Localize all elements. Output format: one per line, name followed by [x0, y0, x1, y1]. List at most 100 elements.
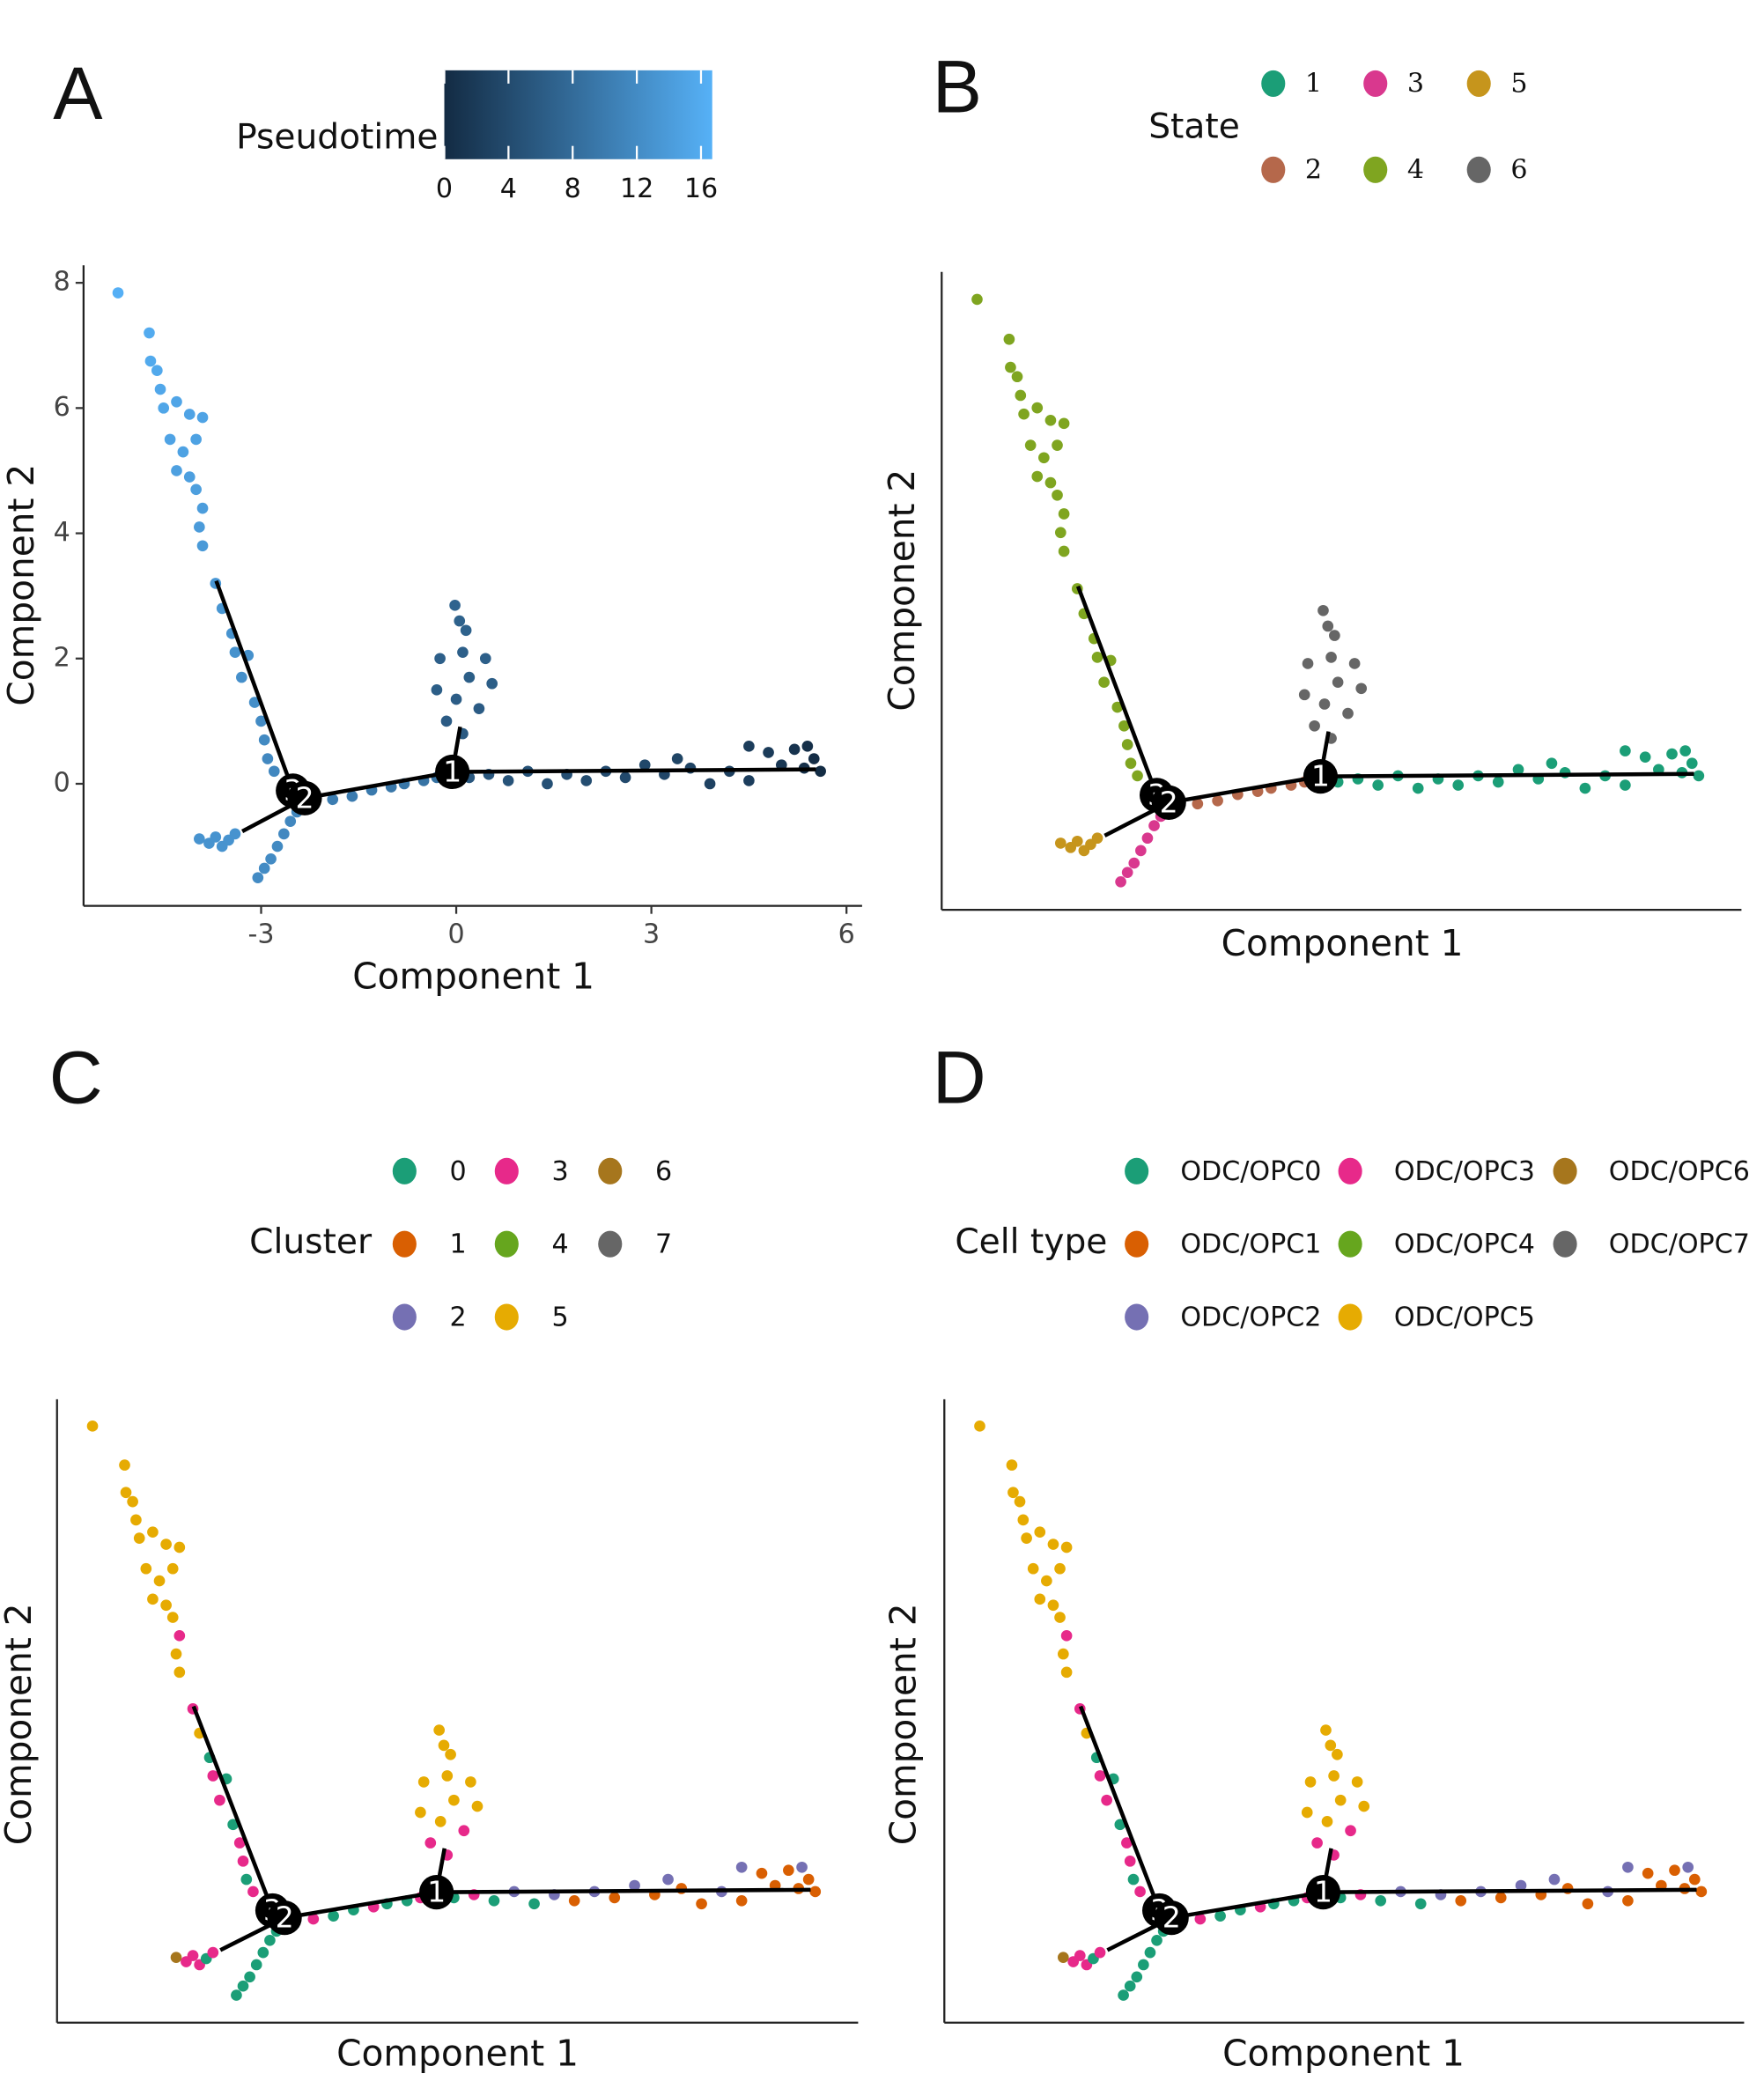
cell-point	[1582, 1898, 1594, 1910]
cell-point	[1054, 527, 1067, 539]
branch-node-label: 1	[1311, 759, 1330, 793]
cell-point	[460, 624, 472, 637]
cell-point	[609, 1892, 621, 1904]
legend-swatch	[392, 1157, 417, 1184]
cell-point	[1017, 1514, 1030, 1526]
cell-point	[144, 355, 157, 367]
cell-point	[1038, 452, 1050, 464]
cell-point	[1548, 1873, 1561, 1885]
legend-swatch	[1338, 1230, 1362, 1258]
cell-point	[704, 778, 716, 790]
x-tick-label: -3	[247, 919, 274, 949]
cell-point	[662, 1873, 674, 1885]
cell-point	[229, 646, 241, 658]
cell-point	[743, 775, 755, 786]
cell-point	[580, 775, 593, 786]
legend-swatch	[392, 1230, 417, 1258]
cell-point	[227, 1819, 239, 1831]
cell-point	[1515, 1879, 1527, 1892]
cell-point	[1311, 1837, 1323, 1849]
cell-point	[120, 1487, 132, 1499]
cell-point	[1320, 1724, 1332, 1736]
cell-point	[166, 1562, 179, 1575]
cell-point	[196, 411, 209, 424]
cell-point	[171, 395, 182, 408]
colorbar-tick-label: 8	[565, 173, 581, 204]
cell-point	[1007, 1487, 1019, 1499]
cell-point	[207, 1946, 219, 1959]
cell-point	[808, 753, 820, 764]
cell-point	[278, 828, 290, 840]
trajectory-segment	[304, 770, 454, 801]
cell-point	[1124, 1980, 1136, 1992]
cell-point	[1194, 1913, 1207, 1925]
cell-point	[1031, 470, 1044, 483]
legend-label: ODC/OPC3	[1394, 1156, 1535, 1187]
cell-point	[445, 1748, 456, 1760]
trajectory-segment	[1320, 771, 1694, 779]
cell-point	[1003, 333, 1015, 345]
cell-point	[528, 1898, 540, 1910]
cell-point	[1620, 745, 1631, 756]
legend-swatch	[1125, 1303, 1149, 1331]
cell-point	[183, 409, 196, 420]
legend-label: 5	[1510, 68, 1527, 99]
legend-label: 4	[552, 1229, 569, 1260]
trajectory-segment	[436, 1887, 811, 1894]
cell-point	[1688, 1873, 1701, 1885]
cell-point	[1060, 1630, 1073, 1642]
legend-label: ODC/OPC4	[1394, 1229, 1535, 1260]
cell-point	[809, 1885, 822, 1898]
cell-point	[1121, 739, 1133, 750]
cell-point	[454, 615, 466, 627]
cell-point	[244, 1971, 255, 1983]
cell-point	[1094, 1770, 1106, 1782]
cell-point	[1452, 779, 1465, 791]
branch-node-label: 1	[443, 754, 461, 788]
cell-point	[240, 1873, 253, 1885]
trajectory-segment	[1323, 1887, 1697, 1894]
legend-swatch	[1125, 1157, 1149, 1184]
legend-title: Cell type	[955, 1222, 1107, 1262]
cell-point	[1414, 1898, 1427, 1910]
y-axis-title: Component 2	[882, 1603, 925, 1845]
cell-point	[1128, 857, 1140, 869]
branch-node	[1305, 1875, 1341, 1910]
cell-point	[1669, 1864, 1680, 1877]
cell-point	[250, 1959, 262, 1971]
branch-node-label: 2	[1162, 1900, 1181, 1935]
cell-point	[173, 1666, 186, 1679]
legend-label: 1	[450, 1229, 467, 1260]
cell-point	[1579, 782, 1591, 794]
cell-point	[743, 740, 755, 752]
cell-point	[1151, 1934, 1162, 1946]
cell-point	[147, 1593, 159, 1605]
legend-swatch	[1466, 156, 1491, 183]
cell-point	[177, 446, 189, 458]
cell-point	[1141, 832, 1154, 845]
cell-point	[1351, 1776, 1363, 1788]
cell-point	[1214, 1910, 1226, 1922]
cell-point	[1091, 832, 1103, 845]
cell-point	[1118, 719, 1130, 732]
cell-point	[1005, 361, 1016, 373]
cell-point	[1052, 439, 1063, 451]
cell-point	[154, 383, 166, 395]
cell-point	[1546, 757, 1558, 770]
cell-point	[170, 1648, 182, 1660]
cell-point	[1412, 782, 1424, 794]
cell-point	[252, 872, 264, 883]
trajectory-segment	[1075, 585, 1159, 796]
cell-point	[247, 1885, 259, 1898]
legend-swatch	[494, 1157, 519, 1184]
cell-point	[1060, 1541, 1073, 1553]
cell-point	[237, 1980, 249, 1992]
legend-label: 5	[552, 1302, 569, 1333]
legend-swatch	[1363, 156, 1388, 183]
branch-node	[1151, 785, 1186, 820]
cell-point	[471, 1800, 483, 1812]
cell-point	[160, 1539, 172, 1550]
trajectory-segment	[191, 1705, 275, 1912]
cell-point	[233, 1837, 246, 1849]
